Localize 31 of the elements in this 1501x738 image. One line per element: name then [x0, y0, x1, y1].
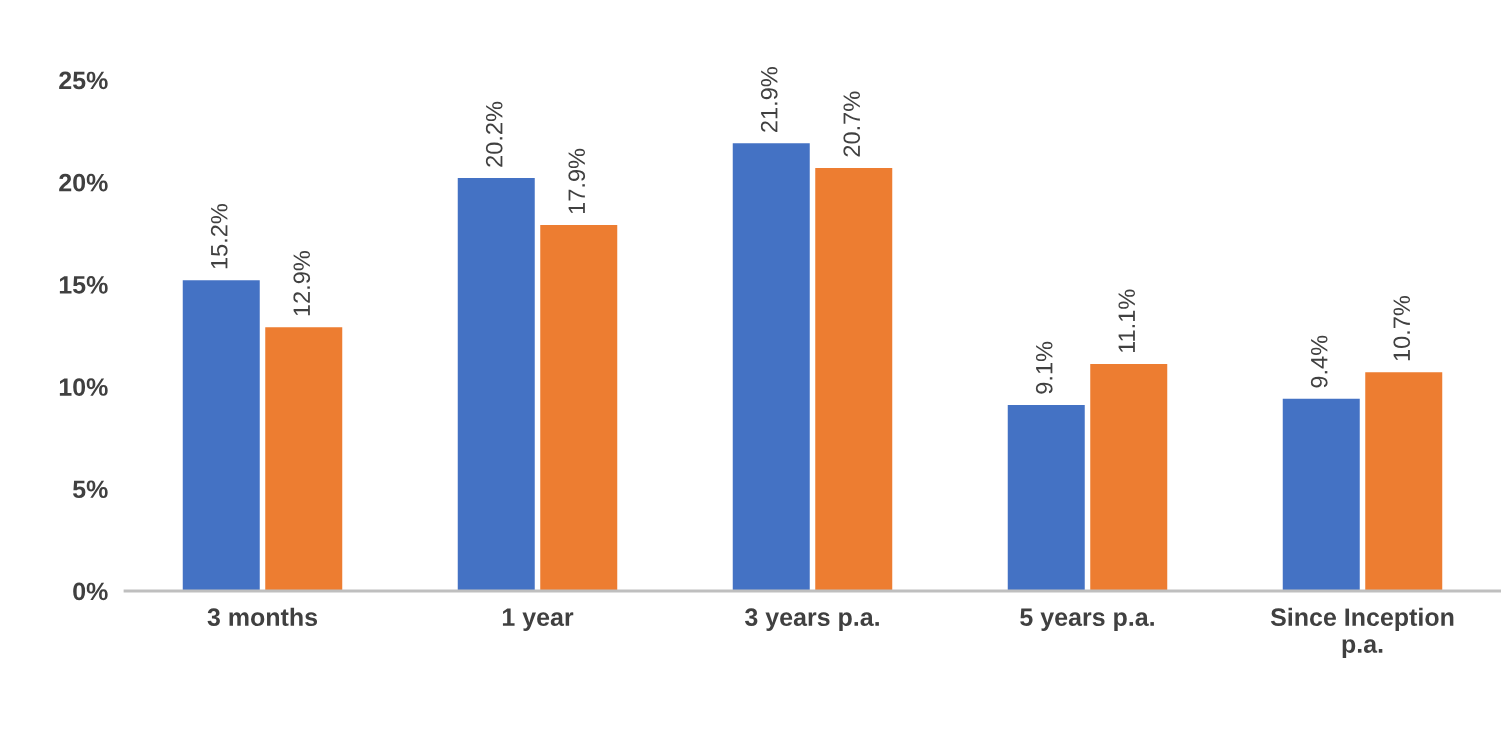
bar	[732, 143, 810, 591]
bar	[1282, 398, 1360, 591]
x-tick-label: 3 years p.a.	[744, 608, 879, 631]
x-tick-label: 3 months	[207, 607, 318, 627]
x-tick-label: 1 year	[502, 608, 574, 631]
bar	[457, 178, 535, 591]
y-tick-label: 10%	[59, 378, 108, 396]
data-label: 11.1%	[1118, 289, 1135, 353]
data-label: 9.1%	[1035, 341, 1053, 394]
y-tick-label: 25%	[59, 71, 108, 90]
bar	[1090, 364, 1168, 591]
y-tick-label: 20%	[59, 173, 108, 192]
data-label: 15.2%	[210, 203, 228, 269]
data-label: 17.9%	[568, 148, 586, 214]
y-tick-label: 15%	[59, 276, 108, 294]
bar	[265, 327, 343, 591]
x-tick-label: 5 years p.a.	[1020, 608, 1154, 631]
data-label: 10.7%	[1393, 295, 1411, 361]
data-label: 20.7%	[843, 91, 861, 157]
data-label: 21.9%	[760, 67, 778, 132]
data-label: 9.4%	[1310, 335, 1328, 388]
y-tick-label: 0%	[73, 582, 108, 601]
bar	[1365, 372, 1443, 591]
x-tick-label: Since Inception p.a.	[1270, 607, 1454, 658]
bar	[182, 280, 260, 591]
bar	[540, 225, 618, 591]
data-label: 12.9%	[293, 251, 311, 316]
bar	[1007, 405, 1085, 591]
data-label: 20.2%	[485, 101, 503, 167]
y-tick-label: 5%	[72, 480, 108, 499]
bar	[815, 167, 893, 591]
